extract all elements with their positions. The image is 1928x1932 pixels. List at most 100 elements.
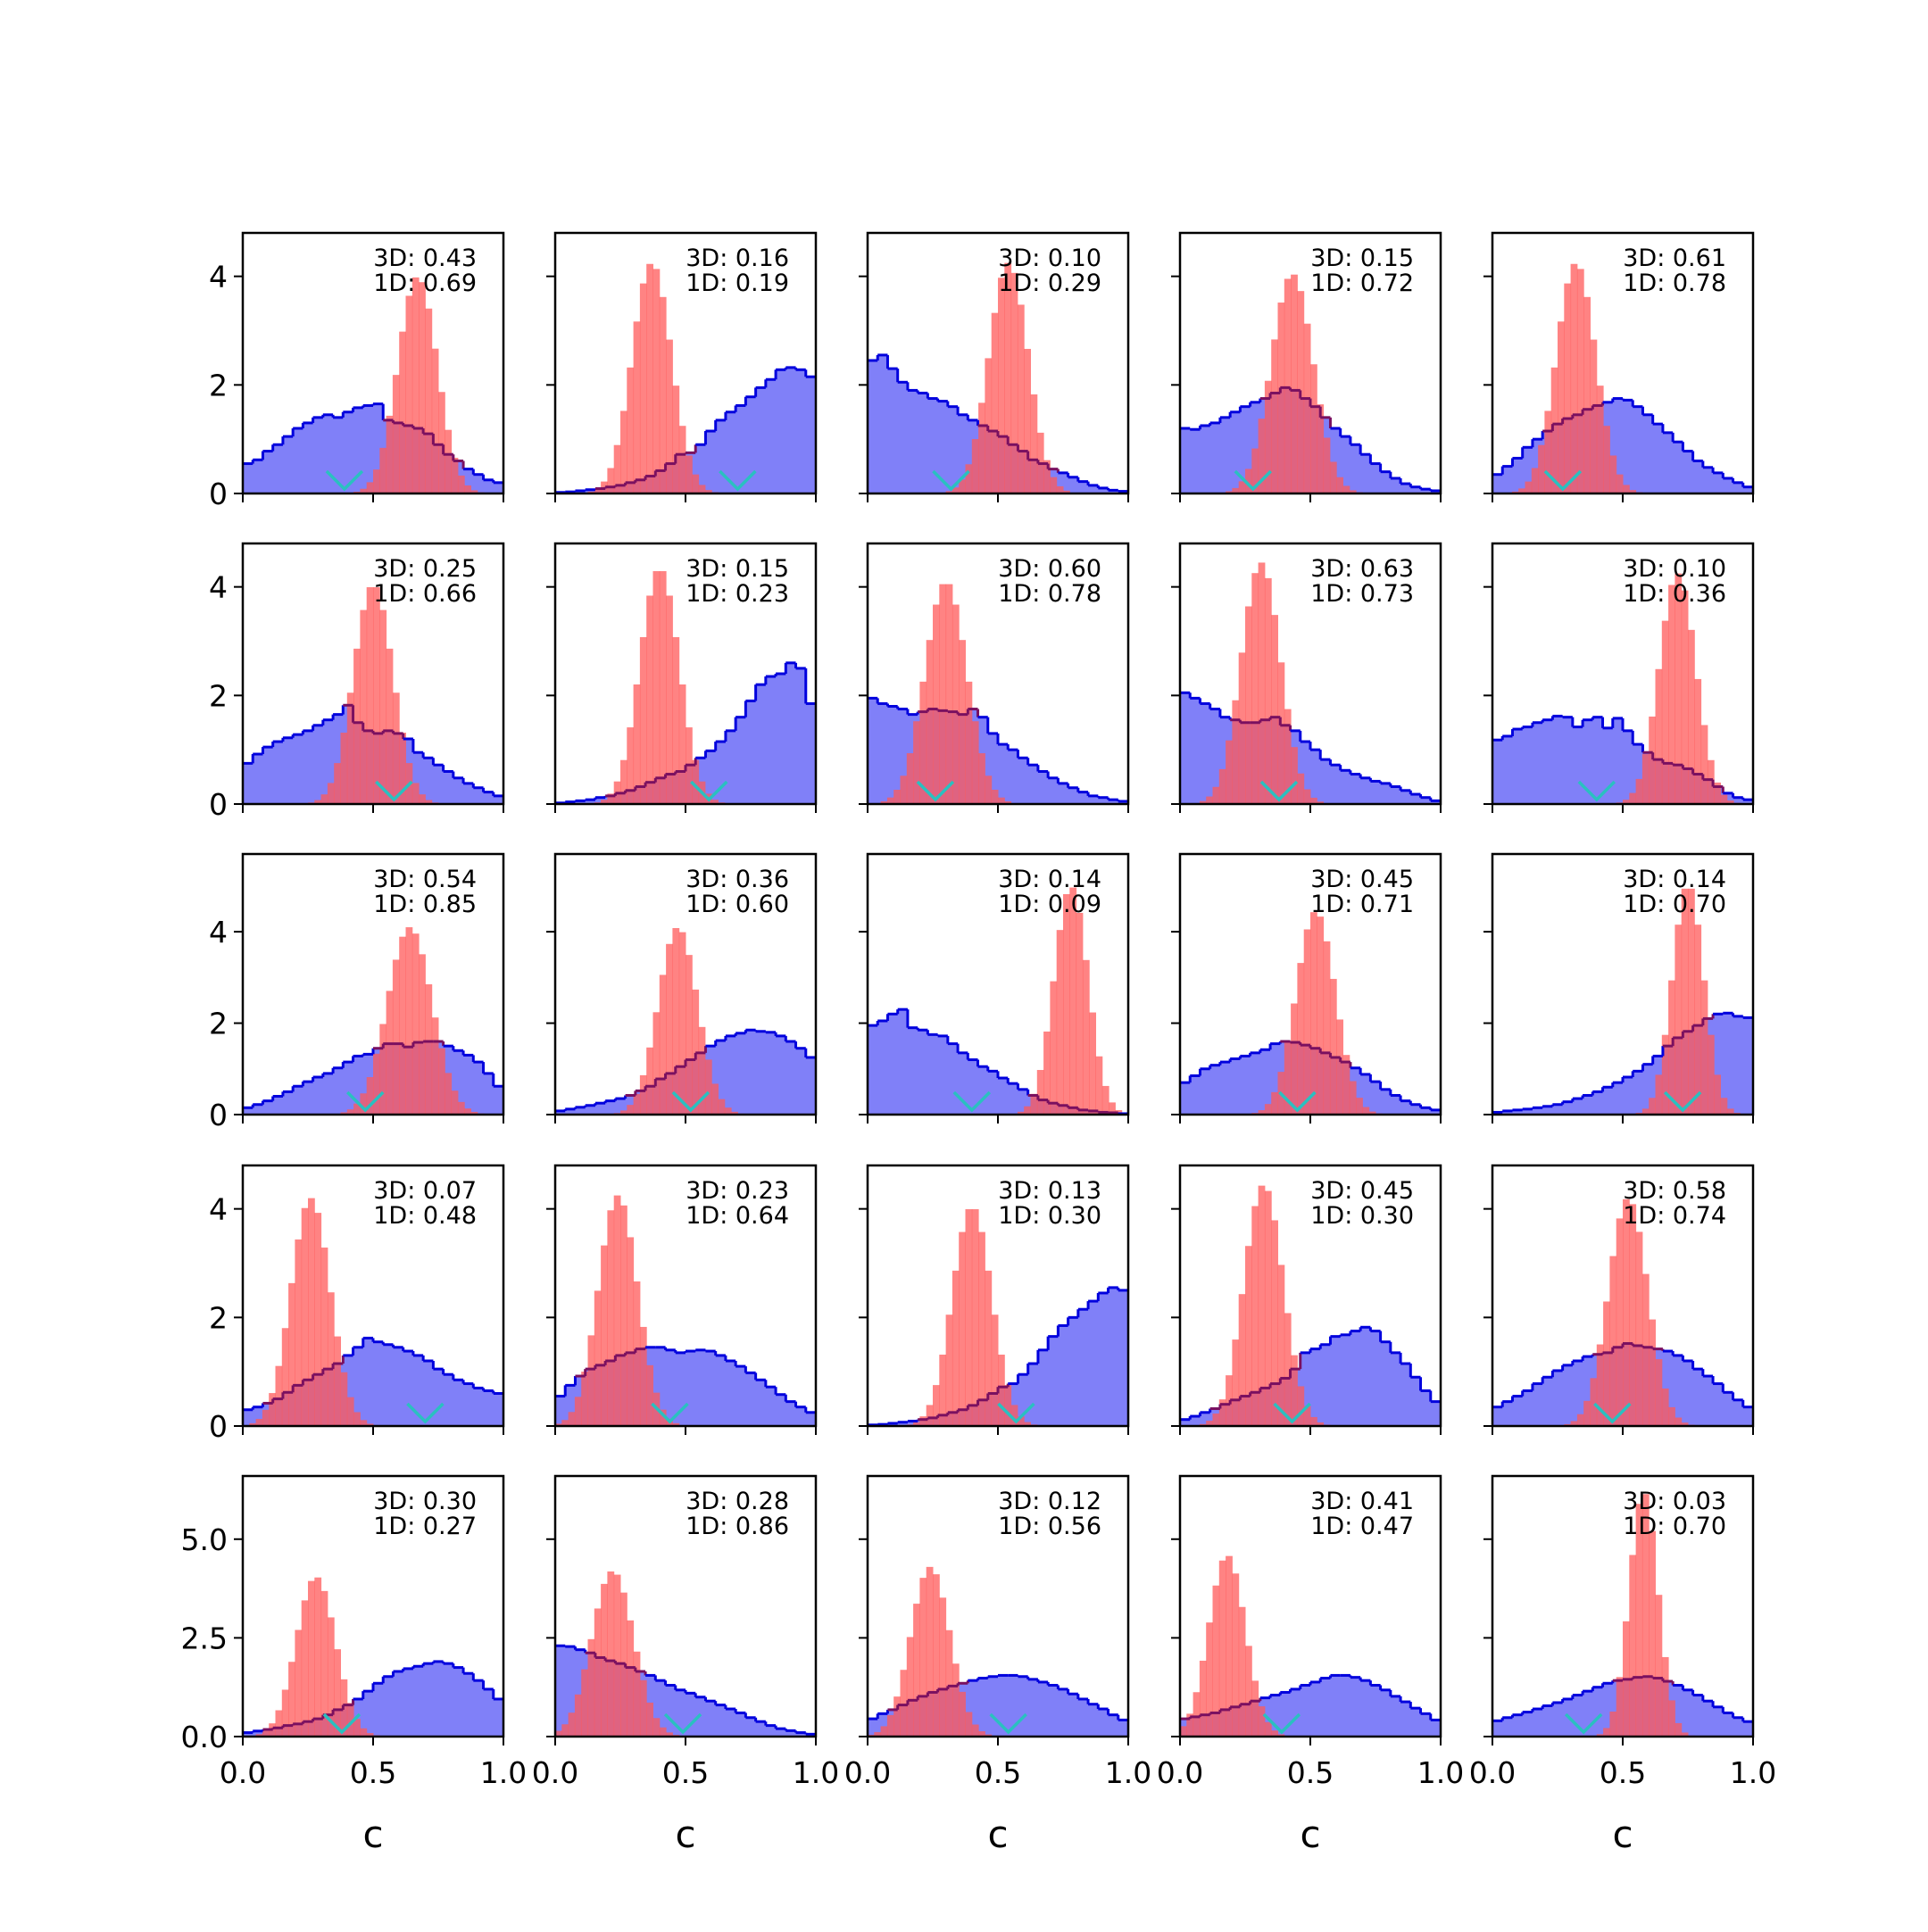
red-histogram-bar [1700,725,1708,804]
red-histogram-bar [1024,1422,1031,1426]
red-histogram-bar [445,429,453,493]
red-histogram-bar [373,469,380,493]
red-histogram-bar [295,1629,303,1737]
red-histogram-bar [340,733,348,804]
y-tick-label: 2 [209,368,228,402]
red-histogram-bar [659,1409,667,1426]
red-histogram-bar [913,1422,920,1426]
red-histogram-bar [906,753,914,804]
red-histogram-bar [1232,1339,1240,1426]
red-histogram-bar [1623,800,1630,804]
red-histogram-bar [1271,1730,1278,1737]
annotation-1d: 1D: 0.09 [998,891,1101,918]
red-histogram-bar [711,1083,719,1115]
red-histogram-bar [1232,1573,1240,1737]
red-histogram-bar [1570,1421,1578,1426]
annotation-1d: 1D: 0.23 [686,580,789,608]
red-histogram-bar [633,684,641,804]
red-histogram-bar [1264,380,1272,493]
marker-v [1278,1090,1317,1113]
red-histogram-bar [1069,887,1077,1115]
red-histogram-bar [425,984,433,1115]
annotation-3d: 3D: 0.15 [686,555,789,583]
red-histogram-bar [959,1231,966,1426]
red-histogram-bar [360,1093,368,1115]
annotation-1d: 1D: 0.29 [998,269,1101,297]
red-histogram-bar [334,763,341,804]
red-histogram-bar [900,1670,908,1737]
plot-area [555,1571,816,1737]
annotation-3d: 3D: 0.07 [373,1177,477,1205]
red-histogram-bar [353,1103,361,1115]
red-histogram-bar [1050,981,1058,1115]
red-histogram-bar [1004,262,1012,493]
red-histogram-bar [587,1335,595,1426]
red-histogram-bar [1531,468,1539,493]
marker-v [651,1402,689,1424]
red-histogram-bar [366,1076,374,1115]
marker-v [1593,1402,1632,1424]
red-histogram-bar [1681,1732,1689,1737]
red-histogram-bar [1056,930,1064,1115]
red-histogram-bar [1596,1344,1604,1426]
red-histogram-bar [1558,321,1565,493]
red-histogram-bar [1603,1301,1610,1426]
red-histogram-bar [587,1638,595,1737]
red-histogram-bar [1661,1656,1669,1737]
red-histogram-bar [613,444,621,493]
blue-histogram-fill [868,354,1128,493]
red-histogram-bar [607,1571,615,1737]
red-histogram-bar [633,1281,641,1426]
red-histogram-bar [360,1420,368,1426]
annotation-1d: 1D: 0.56 [998,1513,1101,1540]
red-histogram-bar [1649,1530,1656,1737]
red-histogram-bar [1303,929,1311,1115]
red-histogram-bar [451,1090,459,1115]
red-histogram-bar [1303,1405,1311,1426]
red-histogram-bar [1238,481,1246,493]
red-histogram-bar [646,1364,653,1426]
red-histogram-bar [1349,1081,1357,1115]
annotation-3d: 3D: 0.43 [373,245,477,272]
marker-v [322,1712,362,1735]
red-histogram-bar [666,1732,673,1737]
annotation-3d: 3D: 0.25 [373,555,477,583]
red-histogram-bar [379,447,387,493]
red-histogram-bar [926,1405,934,1426]
red-histogram-bar [1271,1220,1278,1426]
red-histogram-bar [470,490,478,493]
red-histogram-bar [718,1099,726,1115]
red-histogram-bar [386,991,394,1115]
red-histogram-bar [601,1245,608,1426]
red-histogram-bar [1576,269,1584,493]
red-histogram-bar [965,681,973,804]
red-histogram-bar [919,681,927,804]
annotation-3d: 3D: 0.12 [998,1488,1101,1515]
red-histogram-bar [672,928,680,1115]
marker-v [690,780,728,802]
red-histogram-bar [340,1112,348,1115]
red-histogram-bar [692,759,700,804]
red-histogram-bar [1199,1660,1207,1737]
red-histogram-bar [581,1372,588,1426]
red-histogram-bar [1609,1256,1617,1426]
red-histogram-bar [939,1355,947,1426]
plot-area [243,1198,503,1426]
annotation-1d: 1D: 0.74 [1623,1202,1726,1230]
annotation-1d: 1D: 0.19 [686,269,789,297]
red-histogram-bar [1655,1074,1663,1115]
annotation-1d: 1D: 0.78 [1623,269,1726,297]
red-histogram-bar [1258,562,1266,804]
red-histogram-bar [978,402,985,493]
red-histogram-bar [392,375,400,493]
plot-area [243,927,503,1115]
x-tick-label: 0.5 [662,1755,709,1790]
red-histogram-bar [301,1600,309,1737]
red-histogram-bar [1629,490,1637,493]
red-histogram-bar [965,1712,973,1737]
red-histogram-bar [731,1111,738,1115]
marker-v [671,1090,711,1113]
red-histogram-bar [320,794,328,804]
